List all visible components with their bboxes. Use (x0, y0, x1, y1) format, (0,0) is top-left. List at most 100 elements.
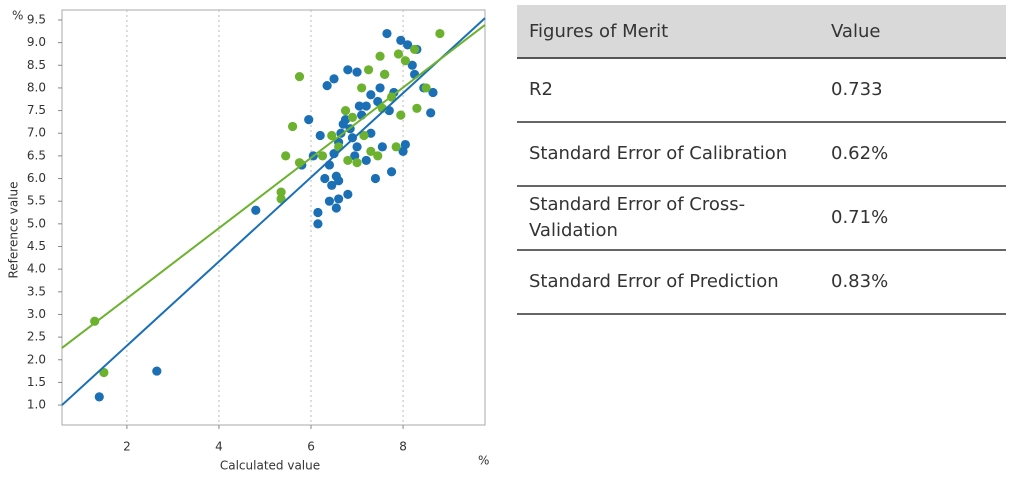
point (361, 101, 371, 111)
point (327, 130, 337, 141)
y-tick-label: 1.5 (27, 375, 46, 389)
point (329, 149, 339, 159)
point (352, 142, 362, 152)
point (421, 83, 431, 93)
point (366, 90, 376, 100)
point (317, 151, 328, 161)
point (322, 81, 332, 91)
y-tick-label: 5.5 (27, 194, 46, 208)
point (294, 71, 305, 82)
point (426, 108, 436, 118)
point (276, 187, 286, 197)
table-header: Figures of Merit Value (517, 5, 1006, 59)
point (324, 196, 335, 206)
point (347, 133, 358, 143)
y-tick-label: 2.5 (27, 330, 46, 344)
point (331, 203, 341, 213)
point (363, 65, 374, 75)
value-cell: 0.733 (801, 58, 1006, 123)
x-axis-title: Calculated value (220, 459, 320, 473)
point (380, 69, 390, 79)
y-tick-label: 8.0 (27, 80, 46, 94)
point (334, 194, 344, 204)
y-tick-label: 1.0 (27, 398, 46, 412)
point (366, 128, 376, 138)
table-row: R2 0.733 (517, 58, 1006, 123)
point (428, 87, 438, 98)
point (391, 142, 401, 152)
point (373, 96, 383, 107)
plot-frame (61, 9, 486, 426)
point (315, 130, 325, 141)
point (375, 51, 385, 61)
point (396, 110, 406, 120)
point (400, 139, 410, 150)
x-tick-label: 8 (399, 440, 407, 454)
x-tick-label: 4 (215, 440, 223, 454)
point (251, 205, 261, 215)
point (340, 115, 351, 125)
point (400, 56, 410, 66)
point (352, 158, 362, 168)
point (359, 130, 369, 141)
table-row: Standard Error of Cross-Validation 0.71% (517, 186, 1006, 251)
y-unit: % (12, 9, 23, 23)
point (352, 67, 362, 77)
y-tick-label: 2.0 (27, 352, 46, 366)
point (329, 74, 339, 84)
y-tick-label: 6.0 (27, 171, 46, 185)
point (304, 115, 314, 125)
point (327, 180, 337, 190)
y-tick-label: 5.0 (27, 216, 46, 230)
y-tick-label: 9.0 (27, 35, 46, 49)
label-cell: R2 (517, 58, 801, 123)
point (435, 28, 445, 39)
fit-line (61, 24, 486, 349)
point (366, 146, 376, 156)
point (396, 35, 406, 45)
y-tick-label: 9.5 (27, 12, 46, 26)
value-cell: 0.83% (801, 250, 1006, 315)
point (340, 105, 351, 116)
table-row: Standard Error of Calibration 0.62% (517, 122, 1006, 187)
point (407, 60, 417, 70)
table-row: Standard Error of Prediction 0.83% (517, 250, 1006, 315)
point (152, 366, 162, 376)
point (382, 28, 392, 39)
point (377, 142, 387, 152)
point (343, 65, 353, 75)
point (334, 176, 344, 186)
y-tick-label: 7.5 (27, 103, 46, 117)
x-unit: % (478, 454, 489, 468)
label-cell: Standard Error of Cross-Validation (517, 186, 801, 251)
header-cell: Figures of Merit (517, 5, 801, 59)
point (393, 49, 404, 59)
point (347, 112, 358, 122)
point (320, 173, 330, 184)
fit-line (61, 17, 486, 406)
point (409, 44, 420, 55)
y-tick-label: 4.0 (27, 262, 46, 276)
point (354, 101, 364, 111)
point (94, 392, 104, 402)
point (403, 40, 413, 50)
point (343, 155, 353, 166)
point (375, 83, 385, 93)
point (313, 219, 323, 229)
point (288, 121, 298, 132)
chart: % % Calculated value Reference value 1.0… (7, 9, 490, 473)
y-tick-label: 4.5 (27, 239, 46, 253)
point (361, 155, 371, 166)
y-tick-label: 7.0 (27, 126, 46, 140)
x-tick-label: 6 (307, 440, 315, 454)
y-axis-title: Reference value (7, 181, 21, 278)
point (373, 151, 383, 161)
table-body: R2 0.733 Standard Error of Calibration 0.62… (517, 58, 1006, 315)
value-cell: 0.71% (801, 186, 1006, 251)
x-tick-label: 2 (123, 440, 131, 454)
label-cell: Standard Error of Prediction (517, 250, 801, 315)
y-tick-label: 3.0 (27, 307, 46, 321)
merit-table: Figures of Merit Value R2 0.733 Standard E… (517, 5, 1006, 315)
y-tick-label: 8.5 (27, 58, 46, 72)
point (412, 103, 422, 113)
